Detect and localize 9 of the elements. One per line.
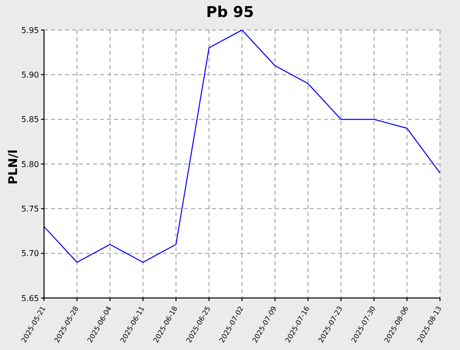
y-tick-label: 5.70 xyxy=(21,249,39,258)
y-axis-title: PLN/l xyxy=(6,148,20,186)
y-tick-label: 5.90 xyxy=(21,70,39,80)
y-tick-label: 5.95 xyxy=(21,26,39,35)
y-tick-label: 5.65 xyxy=(21,294,39,303)
y-tick-label: 5.80 xyxy=(21,160,39,169)
chart-title: Pb 95 xyxy=(205,3,255,21)
y-tick-label: 5.85 xyxy=(21,115,39,124)
y-tick-label: 5.75 xyxy=(21,204,39,214)
